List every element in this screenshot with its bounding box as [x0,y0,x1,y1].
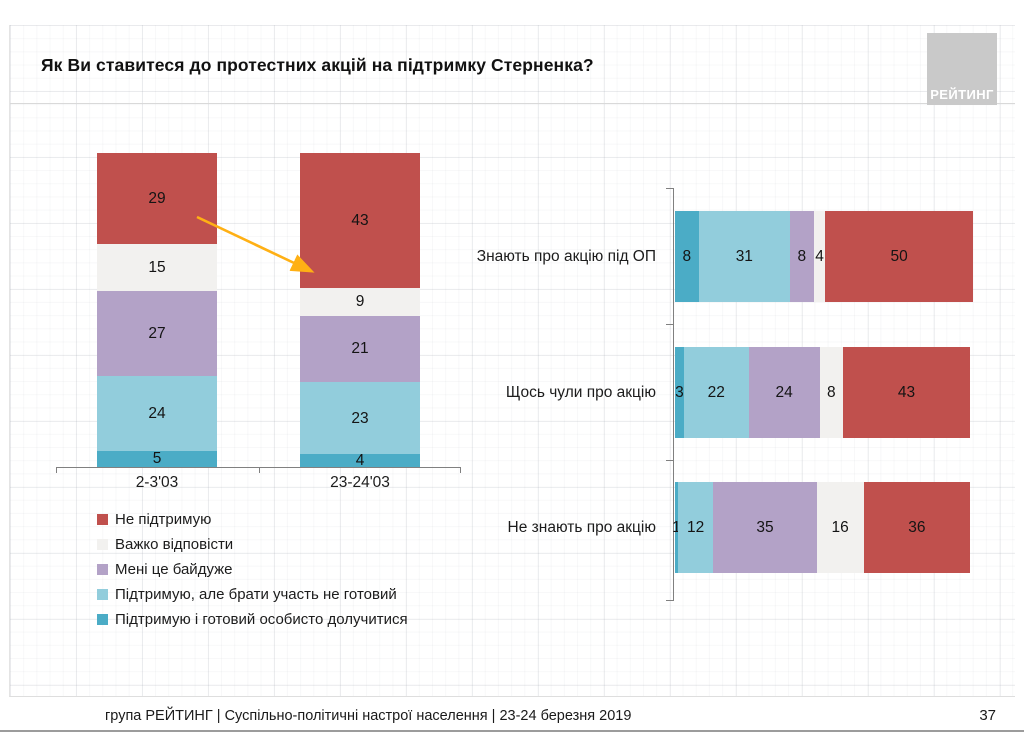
bar-segment-value: 27 [148,324,166,342]
bar-segment-value: 22 [707,383,725,401]
bar-segment: 50 [825,211,973,302]
bar-segment-value: 50 [890,247,908,265]
footer-source-text: група РЕЙТИНГ | Суспільно-політичні наст… [105,708,632,724]
x-axis-label: 23-24'03 [330,474,390,491]
legend-label: Підтримую і готовий особисто долучитися [115,611,408,628]
footer: група РЕЙТИНГ | Суспільно-політичні наст… [0,697,1024,732]
rating-group-logo: РЕЙТИНГ [927,33,997,105]
bar-segment-value: 43 [351,211,369,229]
page-number: 37 [979,707,996,724]
bar-segment: 12 [677,482,714,573]
bar-segment-value: 3 [675,383,684,401]
bar-segment-value: 24 [775,383,793,401]
bar-segment-value: 5 [152,450,162,468]
footer-divider [0,730,1024,732]
stacked-column: 29 15 27 24 5 [97,153,217,467]
bar-segment-value: 16 [831,518,849,536]
legend-label: Мені це байдуже [115,561,233,578]
legend-swatch [97,614,108,625]
bar-segment: 35 [713,482,817,573]
bar-segment: 24 [748,347,820,438]
stacked-bar-row: 8 31 8 4 50 [675,211,973,302]
bar-segment-value: 1 [672,518,681,536]
bar-segment-value: 8 [827,383,836,401]
bar-segment: 36 [863,482,970,573]
bar-segment: 31 [698,211,791,302]
bar-segment-value: 29 [148,189,166,207]
stacked-bar-row: 3 22 24 8 43 [675,347,970,438]
y-axis-tick [666,324,674,325]
legend-item: Не підтримую [97,507,408,532]
logo-text: РЕЙТИНГ [930,87,994,102]
bar-segment: 8 [819,347,844,438]
slide: Як Ви ставитеся до протестних акцій на п… [9,25,1015,697]
bar-segment: 1 [672,482,681,573]
chart-legend: Не підтримую Важко відповісти Мені це байд… [97,507,408,632]
stacked-column: 43 9 21 23 4 [300,153,420,469]
legend-label: Важко відповісти [115,536,234,553]
bar-segment: 27 [97,291,217,376]
bar-segment-value: 4 [815,247,824,265]
bar-segment: 23 [300,382,420,455]
bar-segment: 29 [97,153,217,245]
x-axis-tick [56,467,57,473]
bar-segment-value: 4 [355,451,365,469]
legend-item: Важко відповісти [97,532,408,557]
category-label: Щось чули про акцію [505,383,656,401]
bar-segment-value: 31 [735,247,753,265]
bar-segment: 5 [97,451,217,467]
legend-item: Підтримую і готовий особисто долучитися [97,607,408,632]
legend-label: Підтримую, але брати участь не готовий [115,586,397,603]
legend-item: Мені це байдуже [97,557,408,582]
bar-segment-value: 12 [687,518,705,536]
bar-segment-value: 23 [351,409,369,427]
legend-swatch [97,564,108,575]
bar-segment-value: 24 [148,404,166,422]
bar-segment-value: 36 [908,518,926,536]
header-divider [10,103,1015,104]
bar-segment-value: 21 [351,340,369,358]
bar-segment: 21 [300,316,420,383]
bar-segment: 9 [300,288,420,317]
legend-swatch [97,589,108,600]
bar-segment: 24 [97,375,217,452]
bar-segment-value: 43 [897,383,916,401]
legend-label: Не підтримую [115,511,212,528]
x-axis-line [56,467,461,468]
page-title: Як Ви ставитеся до протестних акцій на п… [41,55,594,75]
bar-segment-value: 15 [148,258,166,276]
legend-item: Підтримую, але брати участь не готовий [97,582,408,607]
legend-swatch [97,539,108,550]
bar-segment: 43 [300,153,420,289]
x-axis-tick [460,467,461,473]
bar-segment-value: 8 [797,247,807,265]
bar-segment-value: 9 [355,293,365,311]
bar-segment-value: 35 [756,518,774,536]
y-axis-tick [666,600,674,601]
bar-segment: 8 [790,211,814,302]
bar-segment: 4 [813,211,826,302]
y-axis-tick [666,460,674,461]
bar-segment-value: 8 [682,247,692,265]
x-axis-label: 2-3'03 [135,474,179,491]
legend-swatch [97,514,108,525]
bar-segment: 4 [300,451,420,469]
bar-segment: 16 [816,482,864,573]
bar-segment: 3 [675,347,684,438]
stacked-bar-row: 1 12 35 16 36 [672,482,970,573]
bar-segment: 15 [97,244,217,292]
y-axis-line [673,188,674,600]
y-axis-tick [666,188,674,189]
category-label: Не знають про акцію [507,518,656,536]
bar-segment: 43 [843,347,970,438]
bar-segment: 8 [675,211,699,302]
category-label: Знають про акцію під ОП [476,247,656,265]
bar-segment: 22 [683,347,749,438]
x-axis-tick [259,467,260,473]
